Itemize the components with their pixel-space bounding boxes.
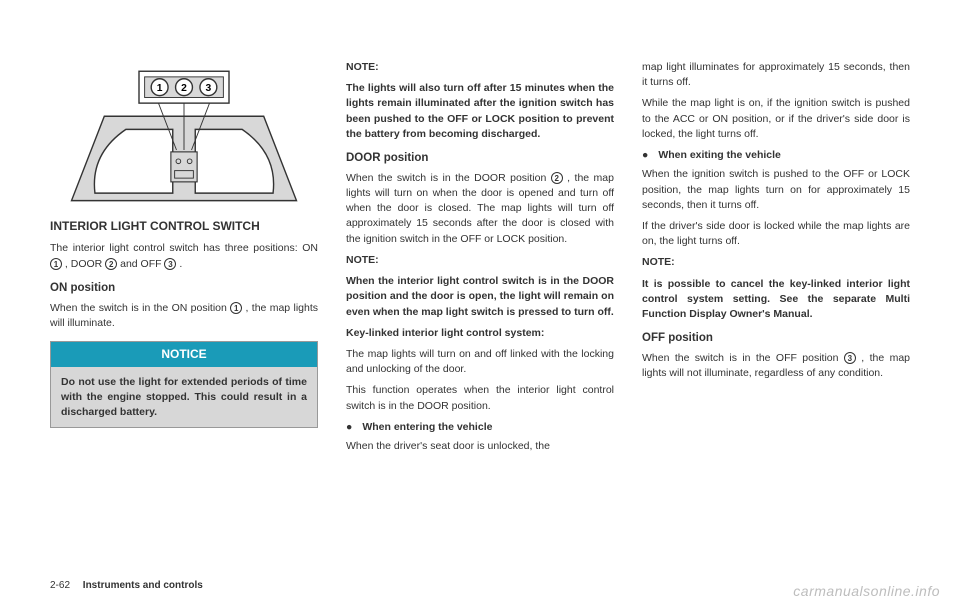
column-2: NOTE: The lights will also turn off afte… xyxy=(346,60,614,460)
intro-d: . xyxy=(179,258,182,270)
circled-3-icon: 3 xyxy=(164,258,176,270)
key-p2: This function operates when the interior… xyxy=(346,383,614,413)
column-1: 1 2 3 INTERIOR LIGHT CONTROL SWITCH The … xyxy=(50,60,318,460)
intro-c: and OFF xyxy=(120,258,164,270)
heading-interior-light: INTERIOR LIGHT CONTROL SWITCH xyxy=(50,218,318,235)
interior-light-diagram: 1 2 3 xyxy=(50,60,318,210)
circled-1-icon: 1 xyxy=(230,302,242,314)
section-name: Instruments and controls xyxy=(83,580,203,591)
bullet-icon: ● xyxy=(346,420,352,435)
heading-door-position: DOOR position xyxy=(346,150,614,167)
page-columns: 1 2 3 INTERIOR LIGHT CONTROL SWITCH The … xyxy=(50,60,910,460)
heading-on-position: ON position xyxy=(50,280,318,297)
intro-a: The interior light control switch has th… xyxy=(50,242,318,254)
on-position-paragraph: When the switch is in the ON position 1 … xyxy=(50,301,318,331)
note-2: When the interior light control switch i… xyxy=(346,274,614,320)
off-a: When the switch is in the OFF position xyxy=(642,352,844,364)
circled-1-icon: 1 xyxy=(50,258,62,270)
circled-3-icon: 3 xyxy=(844,352,856,364)
door-a: When the switch is in the DOOR position xyxy=(346,172,551,184)
diagram-label-1: 1 xyxy=(157,83,163,94)
exit-p2: If the driver's side door is locked whil… xyxy=(642,219,910,249)
key-linked-heading: Key-linked interior light control system… xyxy=(346,326,614,341)
diagram-label-3: 3 xyxy=(206,83,212,94)
bullet-icon: ● xyxy=(642,148,648,163)
cont-2: While the map light is on, if the igniti… xyxy=(642,96,910,142)
notice-body: Do not use the light for extended period… xyxy=(51,367,317,427)
note-label: NOTE: xyxy=(346,60,614,75)
column-3: map light illuminates for approximately … xyxy=(642,60,910,460)
door-paragraph: When the switch is in the DOOR position … xyxy=(346,171,614,247)
enter-paragraph: When the driver's seat door is unlocked,… xyxy=(346,439,614,454)
note-label-3: NOTE: xyxy=(642,255,910,270)
notice-box: NOTICE Do not use the light for extended… xyxy=(50,341,318,428)
bullet-exit: ● When exiting the vehicle xyxy=(642,148,910,163)
intro-b: , DOOR xyxy=(65,258,105,270)
notice-heading: NOTICE xyxy=(51,342,317,367)
off-paragraph: When the switch is in the OFF position 3… xyxy=(642,351,910,381)
bullet-enter-text: When entering the vehicle xyxy=(362,420,614,435)
intro-paragraph: The interior light control switch has th… xyxy=(50,241,318,271)
note-3: It is possible to cancel the key-linked … xyxy=(642,277,910,323)
note-label-2: NOTE: xyxy=(346,253,614,268)
circled-2-icon: 2 xyxy=(551,172,563,184)
circled-2-icon: 2 xyxy=(105,258,117,270)
bullet-enter: ● When entering the vehicle xyxy=(346,420,614,435)
cont-1: map light illuminates for approximately … xyxy=(642,60,910,90)
page-footer: 2-62 Instruments and controls xyxy=(50,580,203,591)
bullet-exit-text: When exiting the vehicle xyxy=(658,148,910,163)
note-1: The lights will also turn off after 15 m… xyxy=(346,81,614,142)
page-number: 2-62 xyxy=(50,580,70,591)
key-p1: The map lights will turn on and off link… xyxy=(346,347,614,377)
exit-p1: When the ignition switch is pushed to th… xyxy=(642,167,910,213)
watermark: carmanualsonline.info xyxy=(793,583,940,599)
on-a: When the switch is in the ON position xyxy=(50,302,230,314)
diagram-label-2: 2 xyxy=(181,83,187,94)
heading-off-position: OFF position xyxy=(642,330,910,347)
